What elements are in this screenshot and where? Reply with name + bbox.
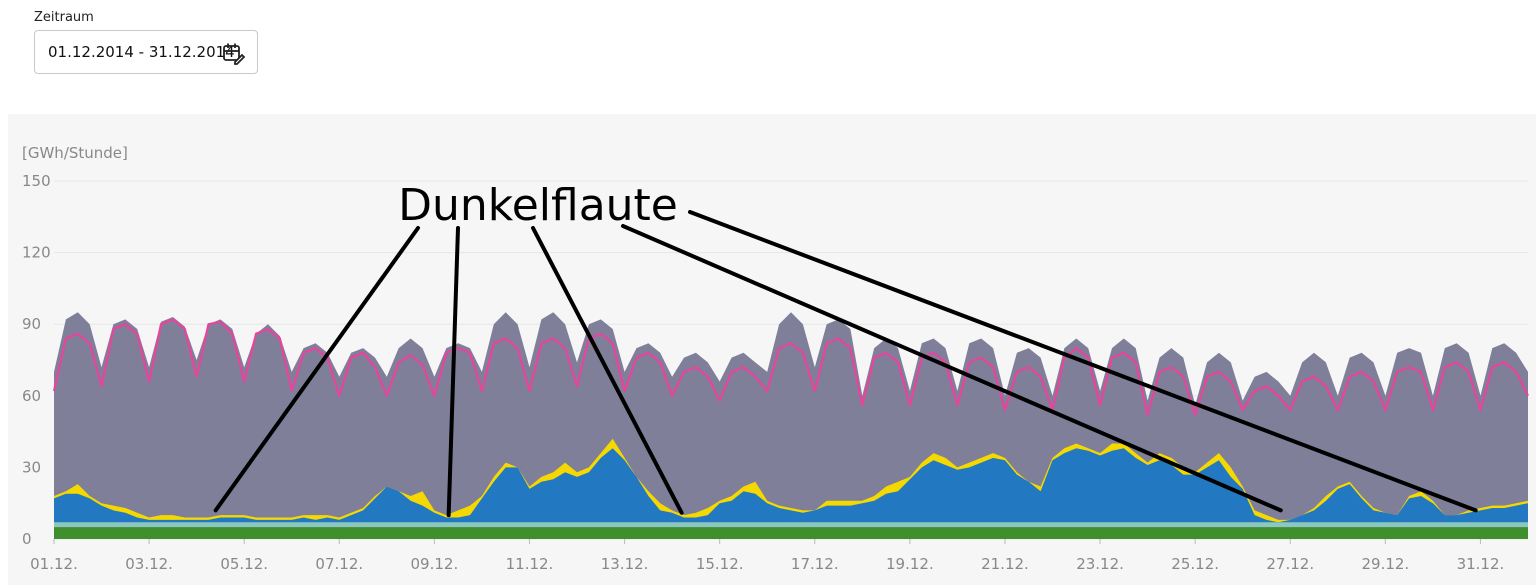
x-tick-label: 31.12. xyxy=(1457,555,1505,573)
x-tick-label: 13.12. xyxy=(601,555,649,573)
x-tick-label: 17.12. xyxy=(791,555,839,573)
annotation-label: Dunkelflaute xyxy=(398,180,678,231)
annotation-pointer xyxy=(621,224,1283,513)
chart-panel: 150 120 90 60 30 0 [GWh/Stunde] 01.12. 03.12. 05.… xyxy=(8,114,1536,585)
annotation-pointer xyxy=(688,210,1478,513)
zeitraum-label: Zeitraum xyxy=(34,10,94,25)
area-biomass xyxy=(54,527,1528,539)
annotation-pointer xyxy=(213,226,420,513)
y-tick-label: 30 xyxy=(22,458,41,476)
line-consumption xyxy=(52,318,1529,416)
x-tick-label: 01.12. xyxy=(30,555,78,573)
chart-svg: 150 120 90 60 30 0 [GWh/Stunde] 01.12. 03.12. 05.… xyxy=(22,144,1529,573)
x-tick-label: 19.12. xyxy=(886,555,934,573)
annotation-pointer xyxy=(446,226,460,518)
y-tick-label: 90 xyxy=(22,315,41,333)
x-tick-label: 25.12. xyxy=(1171,555,1219,573)
x-tick-label: 29.12. xyxy=(1361,555,1409,573)
y-tick-label: 120 xyxy=(22,244,51,262)
y-tick-label: 0 xyxy=(22,530,32,548)
x-tick-label: 07.12. xyxy=(315,555,363,573)
y-axis-label: [GWh/Stunde] xyxy=(22,144,128,162)
y-tick-label: 60 xyxy=(22,387,41,405)
area-wind xyxy=(54,448,1528,539)
x-tick-label: 03.12. xyxy=(125,555,173,573)
date-range-value: 01.12.2014 - 31.12.2014 xyxy=(48,43,235,61)
x-tick-label: 05.12. xyxy=(220,555,268,573)
x-tick-label: 21.12. xyxy=(981,555,1029,573)
calendar-edit-icon[interactable] xyxy=(221,41,246,65)
annotation-pointer xyxy=(531,226,684,515)
x-tick-label: 09.12. xyxy=(411,555,459,573)
filter-bar: Zeitraum 01.12.2014 - 31.12.2014 xyxy=(0,0,1536,112)
x-tick-label: 11.12. xyxy=(506,555,554,573)
x-tick-label: 27.12. xyxy=(1266,555,1314,573)
x-tick-label: 15.12. xyxy=(696,555,744,573)
date-range-picker[interactable]: 01.12.2014 - 31.12.2014 xyxy=(34,30,258,74)
y-tick-label: 150 xyxy=(22,172,51,190)
x-tick-label: 23.12. xyxy=(1076,555,1124,573)
